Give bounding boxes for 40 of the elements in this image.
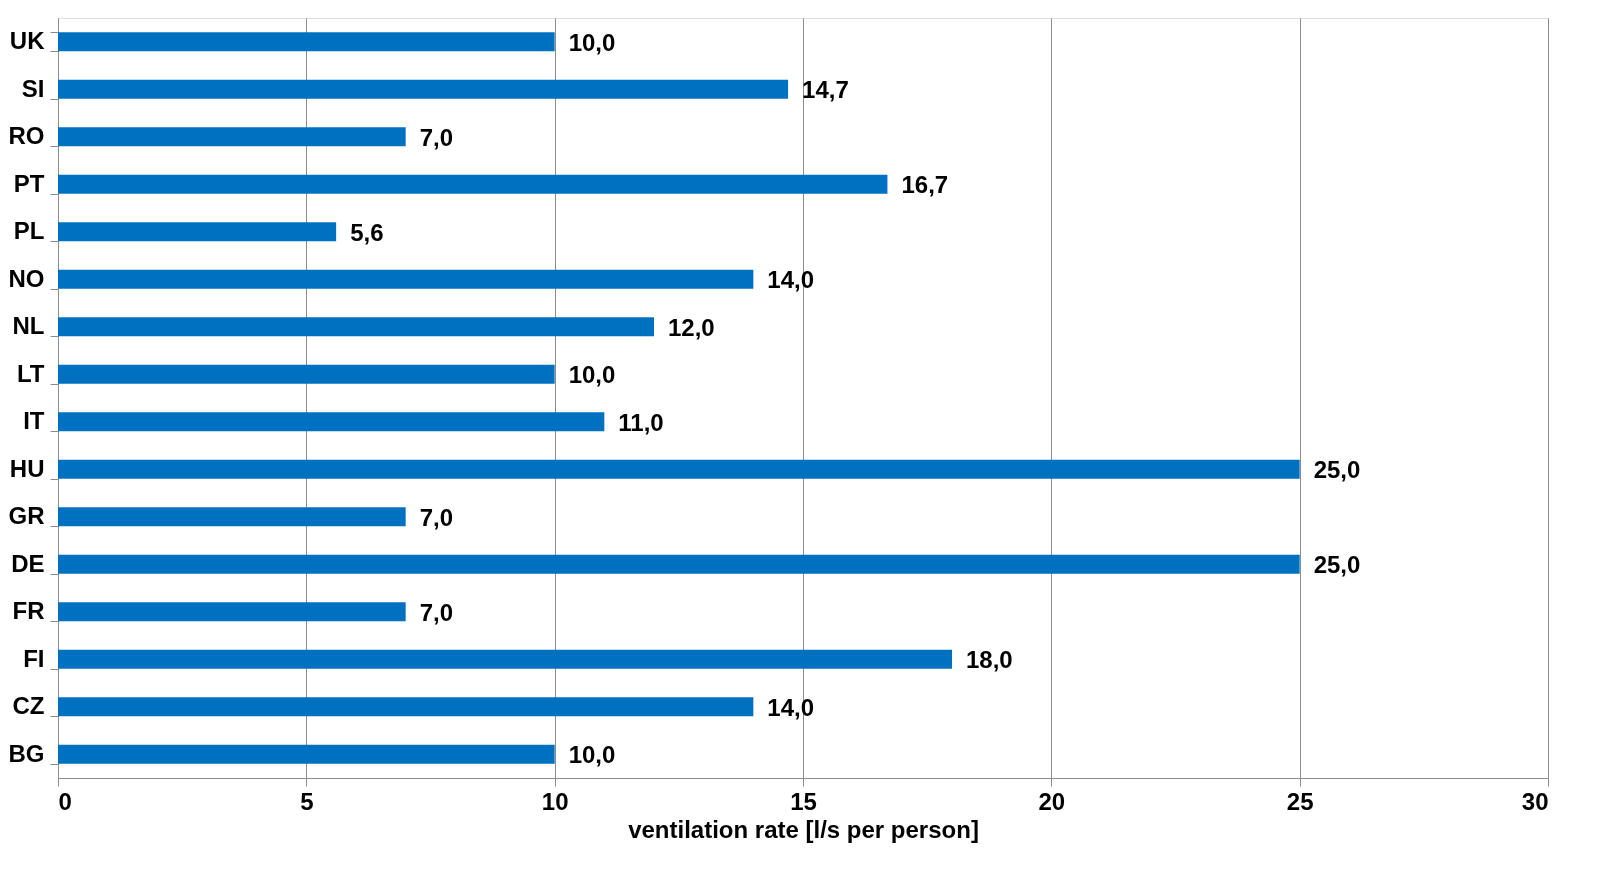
data-label: 7,0	[419, 123, 454, 151]
y-tick-label: LT	[16, 359, 45, 387]
data-label: 18,0	[966, 646, 1013, 674]
y-tick-label: FR	[12, 597, 45, 625]
data-label: 10,0	[568, 361, 616, 389]
data-label: 10,0	[568, 28, 616, 56]
x-tick-label: 10	[541, 787, 569, 815]
data-label: 7,0	[419, 503, 454, 531]
y-tick-label: DE	[11, 549, 45, 577]
y-tick-label: RO	[8, 122, 45, 150]
y-tick-label: BG	[8, 739, 45, 767]
y-tick-label: FI	[23, 644, 45, 672]
x-tick-label: 30	[1521, 787, 1549, 815]
x-tick-label: 25	[1286, 787, 1314, 815]
data-label: 7,0	[419, 598, 454, 626]
y-tick-label: PT	[13, 169, 45, 197]
data-label: 14,0	[767, 266, 815, 294]
data-label: 12,0	[668, 313, 715, 341]
y-tick-label: HU	[9, 454, 45, 482]
x-tick-label: 20	[1038, 787, 1066, 815]
y-tick-label: IT	[23, 407, 45, 435]
y-tick-label: GR	[8, 502, 45, 530]
y-tick-label: CZ	[12, 692, 45, 720]
y-tick-label: NO	[8, 264, 45, 292]
y-tick-label: SI	[21, 74, 45, 102]
data-label: 16,7	[901, 171, 949, 199]
data-label: 25,0	[1313, 551, 1361, 579]
y-tick-label: NL	[12, 312, 45, 340]
data-label: 14,7	[802, 76, 849, 104]
data-label: 14,0	[767, 693, 815, 721]
data-label: 25,0	[1313, 456, 1361, 484]
data-label: 11,0	[618, 408, 664, 436]
data-label: 5,6	[350, 218, 384, 246]
x-tick-label: 0	[58, 787, 72, 815]
data-label: 10,0	[568, 741, 616, 769]
y-tick-label: UK	[9, 27, 46, 55]
y-tick-label: PL	[13, 217, 45, 245]
x-tick-label: 15	[790, 787, 817, 815]
x-axis-title: ventilation rate [l/s per person]	[628, 815, 979, 843]
x-tick-label: 5	[300, 787, 314, 815]
